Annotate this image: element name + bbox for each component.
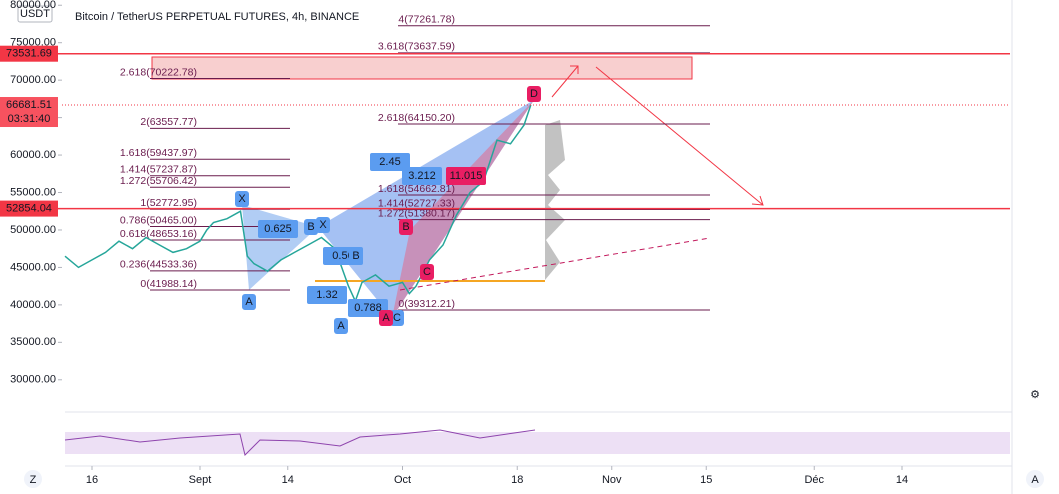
x-tick-label: Oct <box>394 474 411 486</box>
y-tick-label: 50000.00 <box>10 224 56 236</box>
point-label: D <box>530 88 538 100</box>
point-box <box>316 217 330 233</box>
price-label: 52854.04 <box>6 202 52 214</box>
x-tick-label: Sept <box>189 474 212 486</box>
point-label: B <box>352 250 359 262</box>
x-tick-label: 16 <box>86 474 98 486</box>
fib-label: 0(41988.14) <box>140 278 197 290</box>
trend-dash <box>399 237 711 291</box>
fib-label: 2.618(64150.20) <box>378 112 455 124</box>
ratio-label: 0.625 <box>264 223 292 235</box>
volume-profile <box>545 120 565 300</box>
ratio-label: 3.212 <box>408 170 436 182</box>
point-box <box>349 248 363 264</box>
price-label: 73531.69 <box>6 48 52 60</box>
point-box <box>527 86 541 102</box>
target-zone <box>151 56 693 80</box>
timezone-button[interactable] <box>24 470 42 488</box>
y-tick-label: 30000.00 <box>10 374 56 386</box>
point-label: C <box>423 266 431 278</box>
ratio-label: 2.45 <box>379 156 400 168</box>
chart-title: Bitcoin / TetherUS PERPETUAL FUTURES, 4h… <box>75 11 359 23</box>
ratio-label: 0.56 <box>332 250 353 262</box>
timezone-icon: Z <box>30 474 37 486</box>
point-box <box>242 294 256 310</box>
x-tick-label: Déc <box>804 474 824 486</box>
ratio-box <box>348 299 388 317</box>
point-label: C <box>393 312 401 324</box>
point-label: B <box>402 221 409 233</box>
fib-label: 0.786(50465.00) <box>120 214 197 226</box>
auto-scale-button[interactable] <box>1026 470 1044 488</box>
point-label: A <box>245 296 253 308</box>
fib-label: 0(39312.21) <box>398 298 455 310</box>
fib-label: 2.618(70222.78) <box>120 66 197 78</box>
ratio-label: 1.32 <box>316 289 337 301</box>
x-tick-label: Nov <box>602 474 622 486</box>
point-box <box>390 310 404 326</box>
settings-icon[interactable]: ⚙ <box>1030 389 1040 401</box>
ratio-box <box>258 220 298 238</box>
fib-label: 1.618(59437.97) <box>120 147 197 159</box>
y-tick-label: 80000.00 <box>10 0 56 11</box>
y-tick-label: 70000.00 <box>10 74 56 86</box>
auto-scale-icon: A <box>1031 474 1039 486</box>
ratio-box <box>307 286 347 304</box>
fib-label: 0.618(48653.16) <box>120 228 197 240</box>
point-label: X <box>238 193 246 205</box>
ratio-box <box>402 167 442 185</box>
ratio-box <box>446 167 486 185</box>
countdown: 03:31:40 <box>8 113 51 125</box>
fib-label: 1.272(55706.42) <box>120 175 197 187</box>
ratio-label: 11.015 <box>450 170 483 182</box>
fib-label: 0.236(44533.36) <box>120 259 197 271</box>
ratio-box <box>370 153 410 171</box>
y-tick-label: 75000.00 <box>10 37 56 49</box>
current-price-box <box>0 97 58 128</box>
currency-box[interactable] <box>17 5 53 23</box>
fib-label: 3.618(73637.59) <box>378 41 455 53</box>
price-label-box <box>0 200 58 217</box>
ratio-label: 0.788 <box>354 302 382 314</box>
currency: USDT <box>20 8 50 20</box>
rsi-line <box>64 429 536 456</box>
point-label: A <box>337 320 345 332</box>
point-box <box>235 191 249 207</box>
fib-label: 1.272(51380.17) <box>378 207 455 219</box>
point-label: X <box>319 219 327 231</box>
arrows <box>551 65 764 206</box>
fib-label: 1.414(57237.87) <box>120 164 197 176</box>
fib-label: 1(52772.95) <box>140 197 197 209</box>
current-price-label: 66681.51 <box>6 99 52 111</box>
price-line-series <box>64 104 532 304</box>
point-label: A <box>382 312 390 324</box>
x-tick-label: 18 <box>511 474 523 486</box>
x-tick-label: 14 <box>282 474 294 486</box>
y-tick-label: 60000.00 <box>10 149 56 161</box>
fib-label: 2(63557.77) <box>140 116 197 128</box>
rsi-band <box>65 432 1010 454</box>
point-box <box>399 219 413 235</box>
point-box <box>334 318 348 334</box>
x-tick-label: 14 <box>896 474 908 486</box>
point-box <box>420 264 434 280</box>
point-box <box>304 219 318 235</box>
point-box <box>379 310 393 326</box>
fib-label: 1.414(52727.33) <box>378 197 455 209</box>
y-tick-label: 45000.00 <box>10 261 56 273</box>
y-tick-label: 55000.00 <box>10 186 56 198</box>
fib-label: 1.618(54662.81) <box>378 183 455 195</box>
x-tick-label: 15 <box>700 474 712 486</box>
point-label: B <box>307 221 314 233</box>
y-tick-label: 40000.00 <box>10 299 56 311</box>
fib-label: 4(77261.78) <box>398 14 455 26</box>
y-tick-label: 35000.00 <box>10 336 56 348</box>
price-label-box <box>0 45 58 62</box>
